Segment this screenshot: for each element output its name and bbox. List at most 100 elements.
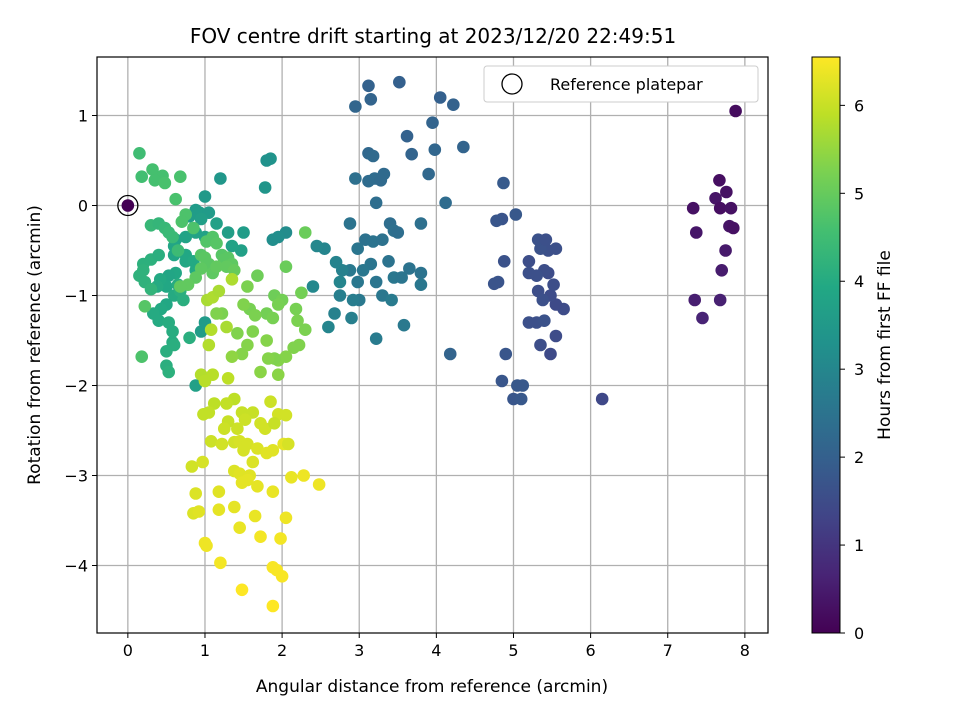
data-point bbox=[549, 329, 563, 343]
data-point bbox=[382, 254, 395, 268]
data-point bbox=[376, 233, 389, 246]
data-point bbox=[366, 149, 380, 163]
data-point bbox=[254, 365, 267, 379]
data-point bbox=[414, 278, 428, 292]
x-tick-label: 1 bbox=[200, 641, 210, 660]
colorbar-tick-label: 4 bbox=[854, 272, 864, 291]
data-point bbox=[221, 226, 235, 239]
legend-box bbox=[483, 65, 759, 103]
x-tick-label: 4 bbox=[431, 641, 441, 660]
data-point bbox=[439, 196, 452, 210]
data-point bbox=[225, 239, 239, 253]
data-point bbox=[720, 185, 733, 199]
data-point bbox=[499, 347, 513, 361]
data-point bbox=[185, 460, 199, 473]
legend-label: Reference platepar bbox=[550, 75, 703, 94]
data-point bbox=[285, 471, 298, 484]
colorbar-tick-label: 1 bbox=[854, 536, 864, 555]
data-point bbox=[175, 215, 189, 228]
data-point bbox=[457, 140, 470, 154]
data-point bbox=[225, 350, 239, 364]
data-point bbox=[204, 435, 218, 448]
data-point bbox=[522, 254, 536, 268]
data-point bbox=[297, 469, 310, 482]
data-point bbox=[261, 352, 275, 365]
data-point bbox=[162, 365, 176, 379]
data-point bbox=[260, 334, 273, 347]
data-point bbox=[237, 444, 250, 457]
data-point bbox=[183, 331, 196, 345]
data-point bbox=[225, 273, 239, 286]
data-point bbox=[443, 347, 457, 361]
data-point bbox=[345, 311, 358, 325]
colorbar-tick-label: 5 bbox=[854, 184, 864, 203]
data-point bbox=[196, 455, 209, 469]
data-point bbox=[214, 172, 227, 185]
x-tick-label: 8 bbox=[740, 641, 750, 660]
data-point bbox=[146, 163, 159, 176]
data-point bbox=[198, 374, 212, 388]
data-point bbox=[539, 233, 553, 246]
data-point bbox=[264, 395, 277, 409]
data-point bbox=[279, 260, 293, 274]
data-point bbox=[495, 374, 509, 388]
colorbar-tick-label: 6 bbox=[854, 96, 864, 115]
data-point bbox=[279, 408, 293, 422]
data-point bbox=[173, 170, 187, 183]
data-point bbox=[349, 100, 362, 113]
data-point bbox=[231, 422, 244, 436]
data-point bbox=[198, 190, 212, 203]
x-tick-label: 2 bbox=[277, 641, 287, 660]
data-point bbox=[405, 147, 418, 161]
colorbar bbox=[811, 56, 841, 634]
data-point bbox=[726, 221, 740, 235]
data-point bbox=[254, 417, 267, 430]
data-point bbox=[422, 167, 435, 181]
data-point bbox=[221, 372, 235, 385]
data-point bbox=[414, 266, 428, 280]
data-point bbox=[400, 129, 414, 143]
data-point bbox=[686, 201, 700, 215]
data-point bbox=[266, 311, 280, 325]
data-point bbox=[237, 298, 250, 311]
data-point bbox=[312, 478, 326, 491]
data-point bbox=[719, 244, 732, 257]
data-point bbox=[220, 397, 233, 410]
reference-platepar-marker bbox=[117, 194, 139, 217]
data-point bbox=[235, 476, 249, 490]
data-point bbox=[271, 230, 285, 244]
reference-point bbox=[121, 199, 135, 212]
data-point bbox=[241, 280, 254, 293]
data-point bbox=[549, 242, 563, 255]
data-point bbox=[362, 174, 375, 188]
data-point bbox=[233, 521, 246, 534]
data-point bbox=[202, 338, 216, 352]
x-axis-ticks: 0 1 2 3 4 5 6 7 8 bbox=[123, 633, 750, 660]
data-point bbox=[266, 485, 280, 499]
data-point bbox=[158, 176, 172, 190]
data-point bbox=[689, 226, 703, 239]
data-point bbox=[385, 293, 398, 307]
data-point bbox=[275, 570, 289, 583]
data-point bbox=[295, 286, 308, 300]
data-point bbox=[349, 172, 362, 185]
data-point bbox=[351, 242, 364, 255]
data-point bbox=[136, 264, 150, 277]
data-point bbox=[171, 244, 185, 257]
data-point bbox=[369, 275, 383, 289]
data-point bbox=[346, 293, 360, 307]
data-point bbox=[231, 327, 244, 340]
data-point bbox=[210, 307, 223, 320]
data-point bbox=[713, 174, 726, 187]
data-point bbox=[715, 264, 729, 277]
data-point bbox=[490, 214, 503, 228]
data-point bbox=[260, 154, 273, 167]
data-point bbox=[362, 79, 375, 93]
chart-title: FOV centre drift starting at 2023/12/20 … bbox=[190, 24, 676, 48]
x-tick-label: 0 bbox=[123, 641, 133, 660]
data-point bbox=[187, 221, 200, 235]
data-point bbox=[522, 316, 536, 329]
data-point bbox=[395, 271, 408, 284]
data-point bbox=[393, 75, 406, 89]
